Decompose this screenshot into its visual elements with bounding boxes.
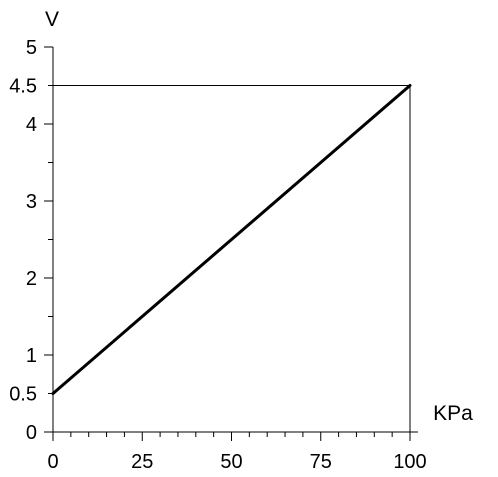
x-tick-label: 100 bbox=[393, 451, 426, 473]
y-tick-label: 5 bbox=[26, 37, 37, 59]
y-axis-label: V bbox=[45, 8, 59, 31]
x-axis-label: KPa bbox=[433, 402, 473, 425]
x-tick-label: 75 bbox=[310, 451, 332, 473]
y-tick-label: 4 bbox=[26, 114, 37, 136]
y-tick-label: 1 bbox=[26, 345, 37, 367]
x-tick-label: 25 bbox=[131, 451, 153, 473]
x-tick-label: 50 bbox=[220, 451, 242, 473]
axes bbox=[52, 47, 418, 433]
y-tick-label: 0.5 bbox=[9, 384, 37, 406]
series-line bbox=[51, 84, 412, 395]
y-tick-label: 2 bbox=[26, 268, 37, 290]
x-tick-label: 0 bbox=[47, 451, 58, 473]
y-tick-label: 4.5 bbox=[9, 76, 37, 98]
y-tick-label: 0 bbox=[26, 422, 37, 444]
y-axis-ticks: 0 0.5 1 2 3 4 4.5 5 bbox=[9, 37, 53, 444]
y-tick-label: 3 bbox=[26, 191, 37, 213]
data-series bbox=[51, 84, 412, 395]
reference-lines bbox=[53, 85, 411, 432]
x-axis-ticks: 0 25 50 75 100 bbox=[47, 432, 427, 473]
